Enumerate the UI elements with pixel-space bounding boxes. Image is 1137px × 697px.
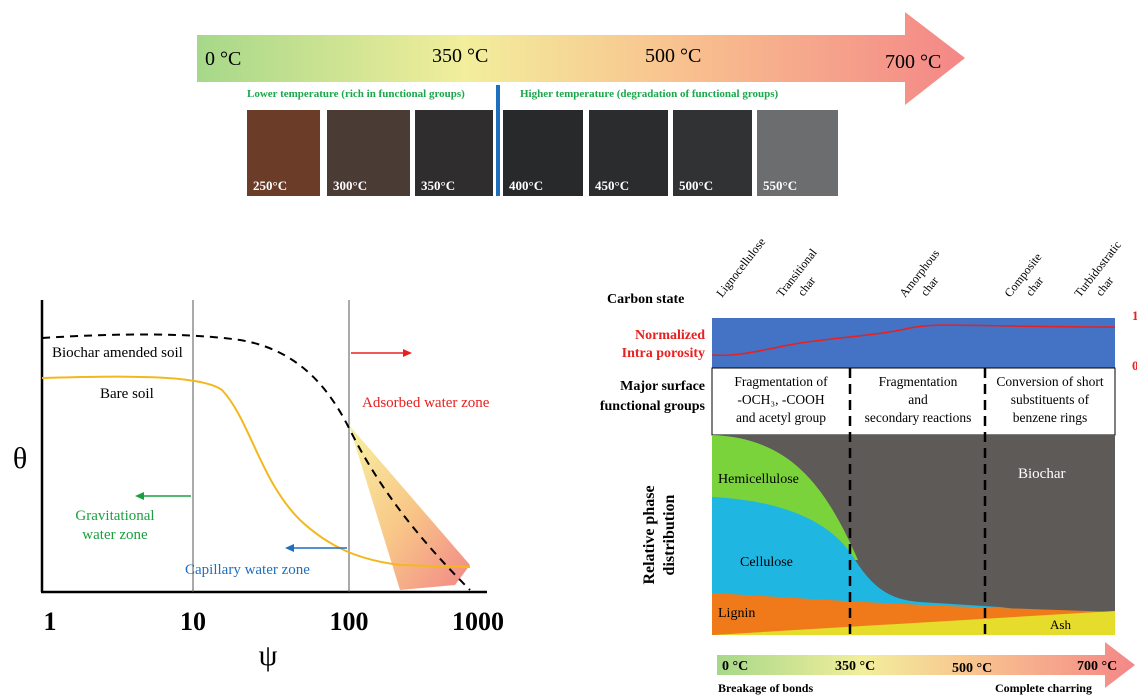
group-text: and [908, 392, 928, 407]
start-note: Breakage of bonds [718, 681, 813, 695]
scale-label: 350 °C [835, 659, 875, 674]
carbon-state-label: Lignocellulose [713, 235, 768, 300]
higher-note: Higher temperature (degradation of funct… [520, 88, 779, 100]
group-text: secondary reactions [865, 410, 972, 425]
scale-label: 700 °C [885, 51, 941, 73]
temperature-arrow [717, 642, 1135, 688]
scale-label: 700 °C [1077, 659, 1117, 674]
carbon-state: Lignocellulose [713, 235, 768, 300]
photo-label: 250°C [253, 178, 287, 193]
zone-label: Adsorbed water zone [362, 395, 490, 411]
curve-label: Bare soil [100, 386, 154, 402]
curve-label: Biochar amended soil [52, 345, 183, 361]
porosity-band [712, 318, 1115, 368]
phase-label: Biochar [1018, 466, 1065, 482]
scale-label: 0 °C [205, 48, 241, 70]
x-tick-label: 10 [180, 607, 206, 636]
row-label: distribution [661, 494, 678, 575]
arrowhead [285, 544, 294, 552]
photo [589, 110, 668, 196]
lignin-area [712, 593, 1115, 635]
phase-label: Lignin [718, 606, 755, 621]
x-tick-label: 1000 [452, 607, 504, 636]
photo [757, 110, 838, 196]
photo-label: 500°C [679, 178, 713, 193]
groups: Fragmentation of -OCH₃, -COOH and acetyl g… [734, 374, 1104, 425]
porosity-min: 0 [1132, 358, 1137, 373]
photo [247, 110, 320, 196]
photo [503, 110, 583, 196]
ash-area [712, 611, 1115, 635]
photo-label: 450°C [595, 178, 629, 193]
photo-label: 350°C [421, 178, 455, 193]
row-label: Carbon state [607, 292, 684, 307]
group-text: and acetyl group [736, 410, 826, 425]
phase-label: Ash [1050, 617, 1071, 632]
row-label: Intra porosity [622, 346, 705, 361]
porosity-max: 1 [1132, 308, 1137, 323]
zone-fan [349, 425, 470, 590]
arrowhead [135, 492, 144, 500]
carbonization: Carbon state Lignocellulose Transitionalc… [600, 235, 1137, 695]
group-text: Fragmentation of [734, 374, 828, 389]
photo-label: 300°C [333, 178, 367, 193]
groups-box [711, 367, 1116, 436]
scale-label: 500 °C [645, 45, 701, 67]
scale-label: 350 °C [432, 45, 488, 67]
photo-label: 400°C [509, 178, 543, 193]
bare-soil-curve [41, 375, 471, 568]
group-text: benzene rings [1013, 410, 1088, 425]
biochar-curve [41, 333, 471, 591]
zone-label: Capillary water zone [185, 562, 310, 578]
group-text: -OCH₃, -COOH [737, 392, 824, 407]
x-tick-label: 1 [44, 607, 57, 636]
y-axis-label: θ [13, 442, 27, 475]
photo [673, 110, 752, 196]
water-retention: Biochar amended soil Bare soil Adsorbed … [13, 300, 504, 672]
cellulose-area [712, 497, 1040, 612]
photo [327, 110, 410, 196]
lower-note: Lower temperature (rich in functional gr… [247, 88, 465, 100]
group-text: substituents of [1011, 392, 1090, 407]
zone-label: water zone [82, 527, 148, 543]
arrowhead [403, 349, 412, 357]
phase-label: Hemicellulose [718, 472, 799, 487]
temperature-arrow [197, 12, 965, 105]
row-label: Normalized [635, 328, 705, 343]
scale-label: 0 °C [722, 659, 748, 674]
photo-strip: 250°C 300°C 350°C 400°C 450°C 500°C 550°C [247, 110, 838, 196]
scale-label: 500 °C [952, 661, 992, 676]
porosity-line [711, 324, 1116, 357]
row-label: Major surface [620, 379, 705, 394]
zone-label: Gravitational [75, 508, 154, 524]
photo [415, 110, 493, 196]
x-tick-label: 100 [330, 607, 369, 636]
end-note: Complete charring [995, 681, 1092, 695]
x-axis-label: ψ [259, 639, 278, 672]
row-label: functional groups [600, 399, 706, 414]
photo-label: 550°C [763, 178, 797, 193]
phase-label: Cellulose [740, 555, 793, 570]
group-text: Conversion of short [996, 374, 1103, 389]
group-text: Fragmentation [879, 374, 958, 389]
row-label: Relative phase [641, 485, 658, 584]
